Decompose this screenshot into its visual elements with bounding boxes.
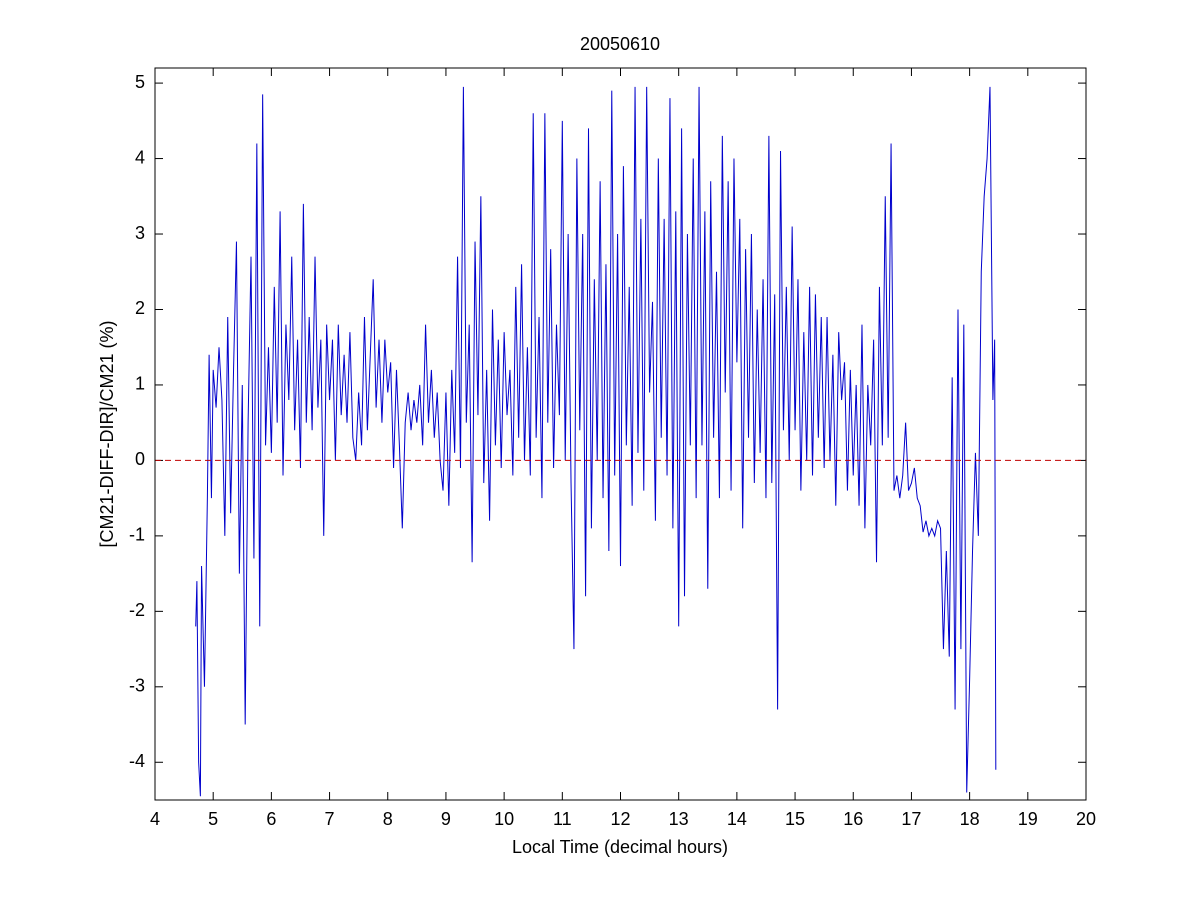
x-tick-label: 6	[266, 809, 276, 829]
x-tick-label: 17	[901, 809, 921, 829]
data-line	[195, 86, 997, 797]
x-tick-label: 5	[208, 809, 218, 829]
x-tick-label: 18	[960, 809, 980, 829]
x-tick-label: 20	[1076, 809, 1096, 829]
x-tick-label: 10	[494, 809, 514, 829]
y-tick-label: 4	[135, 147, 145, 167]
x-tick-label: 4	[150, 809, 160, 829]
x-tick-label: 14	[727, 809, 747, 829]
y-tick-label: -1	[129, 525, 145, 545]
x-tick-label: 7	[325, 809, 335, 829]
plot-frame	[154, 67, 1087, 801]
y-tick-label: 2	[135, 298, 145, 318]
x-tick-label: 11	[553, 809, 572, 829]
x-tick-label: 13	[669, 809, 689, 829]
chart-title: 20050610	[580, 34, 660, 54]
y-tick-label: -2	[129, 600, 145, 620]
y-tick-label: 0	[135, 449, 145, 469]
x-tick-label: 8	[383, 809, 393, 829]
x-tick-label: 16	[843, 809, 863, 829]
x-axis-label: Local Time (decimal hours)	[512, 837, 728, 857]
x-tick-label: 9	[441, 809, 451, 829]
y-tick-label: -4	[129, 751, 145, 771]
y-tick-label: 5	[135, 72, 145, 92]
x-tick-label: 12	[610, 809, 630, 829]
y-axis-label: [CM21-DIFF-DIR]/CM21 (%)	[97, 320, 117, 547]
y-tick-label: -3	[129, 676, 145, 696]
x-tick-label: 15	[785, 809, 805, 829]
y-tick-label: 3	[135, 223, 145, 243]
y-tick-label: 1	[135, 374, 145, 394]
x-tick-label: 19	[1018, 809, 1038, 829]
